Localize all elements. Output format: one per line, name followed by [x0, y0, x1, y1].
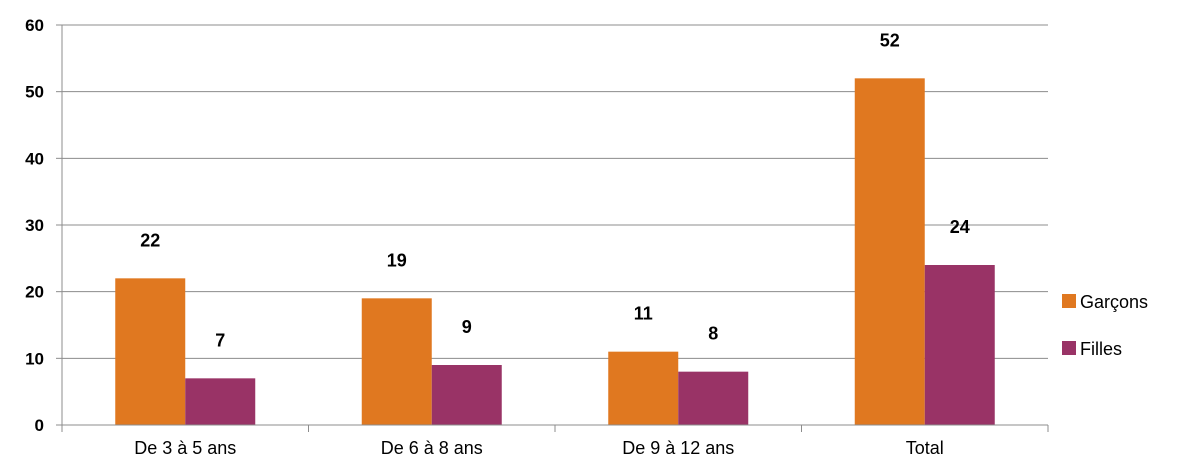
- y-tick-label: 50: [25, 83, 44, 102]
- x-category-label: De 3 à 5 ans: [134, 438, 236, 458]
- data-label: 8: [708, 324, 718, 344]
- y-tick-label: 40: [25, 149, 44, 168]
- y-tick-label: 20: [25, 283, 44, 302]
- y-tick-label: 0: [35, 416, 44, 435]
- legend: Garçons Filles: [1062, 292, 1148, 359]
- bar-filles: [924, 265, 995, 425]
- bar-gar-ons: [115, 278, 186, 425]
- data-label: 19: [387, 250, 407, 270]
- bar-filles: [185, 378, 256, 425]
- data-label: 7: [215, 330, 225, 350]
- bar-gar-ons: [854, 78, 925, 425]
- y-tick-label: 60: [25, 16, 44, 35]
- bar-gar-ons: [608, 351, 679, 425]
- data-label: 9: [462, 317, 472, 337]
- legend-swatch: [1062, 341, 1076, 355]
- data-label: 24: [950, 217, 970, 237]
- legend-label: Filles: [1080, 339, 1122, 359]
- data-label: 11: [634, 304, 653, 324]
- bar-filles: [431, 365, 502, 425]
- axes: 0 10 20 30 40 50 60 De 3 à 5 ans De 6 à 8 ans De …: [25, 16, 1049, 458]
- data-label: 22: [140, 230, 160, 250]
- y-tick-label: 30: [25, 216, 44, 235]
- x-category-label: De 6 à 8 ans: [381, 438, 483, 458]
- data-label: 52: [880, 30, 900, 50]
- y-tick-label: 10: [25, 349, 44, 368]
- x-category-label: Total: [906, 438, 944, 458]
- bar-filles: [678, 371, 749, 425]
- bar-gar-ons: [361, 298, 432, 425]
- legend-swatch: [1062, 294, 1076, 308]
- x-category-label: De 9 à 12 ans: [622, 438, 734, 458]
- legend-label: Garçons: [1080, 292, 1148, 312]
- bars: [115, 78, 995, 425]
- data-labels: 22 19 11 52 7 9 8 24: [140, 30, 970, 350]
